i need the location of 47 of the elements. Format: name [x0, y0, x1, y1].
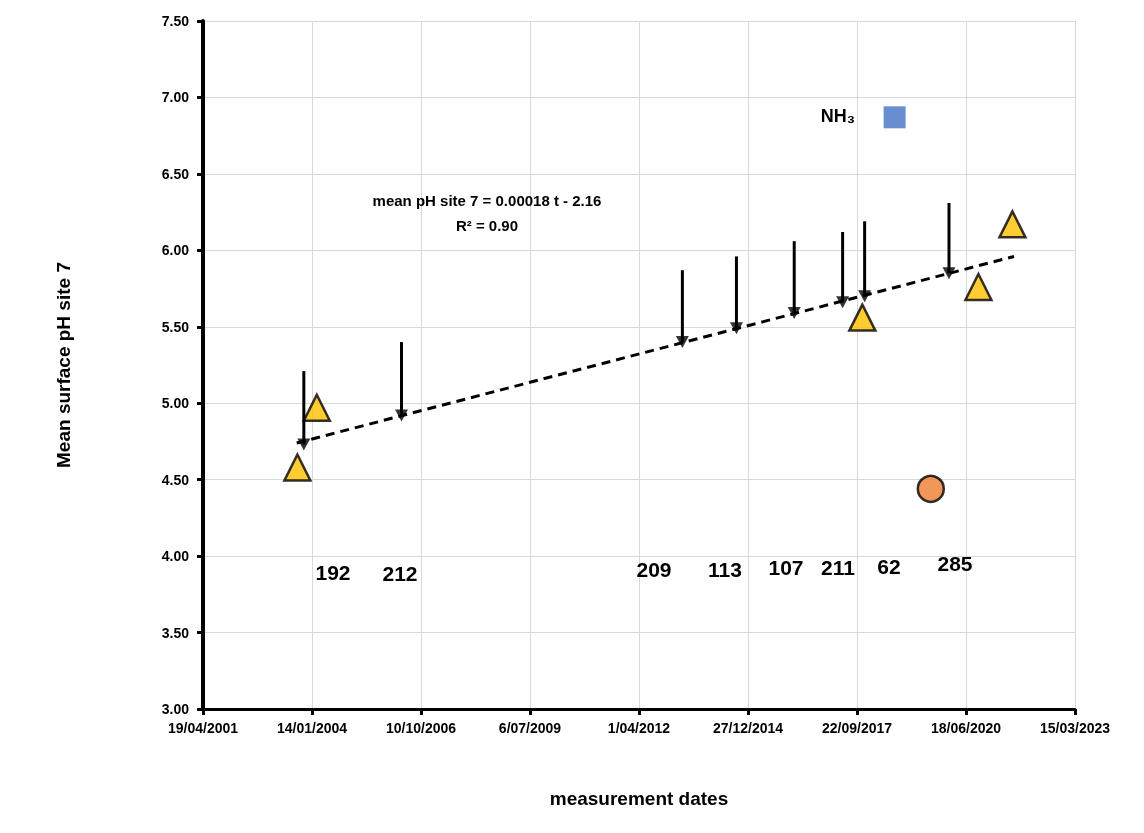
- y-tick-label: 6.00: [161, 242, 190, 259]
- annotation: 211: [821, 555, 856, 579]
- x-tick-label: 27/12/2014: [712, 720, 784, 736]
- point: [916, 474, 946, 504]
- annotation: 209: [636, 557, 672, 581]
- x-tick-label: 22/09/2017: [821, 720, 893, 736]
- y-tick-label: 4.50: [161, 471, 190, 488]
- annotation: R² = 0.90: [455, 216, 519, 234]
- point: [883, 106, 906, 129]
- x-tick-label: 19/04/2001: [167, 720, 239, 736]
- point: [836, 296, 850, 309]
- point: [848, 303, 877, 332]
- point: [729, 322, 743, 335]
- y-tick-label: 5.50: [161, 318, 190, 335]
- annotation: 107: [768, 555, 804, 579]
- y-tick-label: 4.00: [161, 548, 190, 565]
- annotation: 212: [382, 561, 418, 585]
- annotation: NH₃: [820, 106, 856, 126]
- annotation: mean pH site 7 = 0.00018 t - 2.16: [372, 191, 602, 209]
- y-tick-label: 5.00: [161, 395, 190, 412]
- annotation: 285: [937, 551, 973, 575]
- x-tick-label: 10/10/2006: [385, 720, 457, 736]
- point: [297, 438, 311, 451]
- x-tick-label: 18/06/2020: [930, 720, 1002, 736]
- x-tick-label: 15/03/2023: [1039, 720, 1111, 736]
- y-tick-label: 7.00: [161, 89, 190, 106]
- y-tick-label: 3.50: [161, 624, 190, 641]
- point: [394, 409, 408, 422]
- y-tick-label: 6.50: [161, 165, 190, 182]
- annotation: 113: [708, 557, 742, 581]
- x-tick-label: 1/04/2012: [607, 720, 671, 736]
- y-axis-title: Mean surface pH site 7: [53, 262, 74, 468]
- y-tick-label: 3.00: [161, 701, 190, 717]
- point: [858, 290, 872, 303]
- x-tick-label: 6/07/2009: [498, 720, 562, 736]
- point: [964, 272, 993, 302]
- x-tick-label: 14/01/2004: [276, 720, 348, 736]
- annotation: 62: [877, 554, 901, 578]
- annotation: 192: [315, 560, 351, 584]
- point: [787, 307, 801, 320]
- x-axis-title: measurement dates: [549, 788, 729, 809]
- point: [283, 453, 312, 482]
- point: [942, 267, 956, 280]
- point: [675, 336, 689, 349]
- point: [302, 393, 332, 423]
- y-tick-label: 7.50: [161, 13, 190, 29]
- point: [998, 210, 1027, 239]
